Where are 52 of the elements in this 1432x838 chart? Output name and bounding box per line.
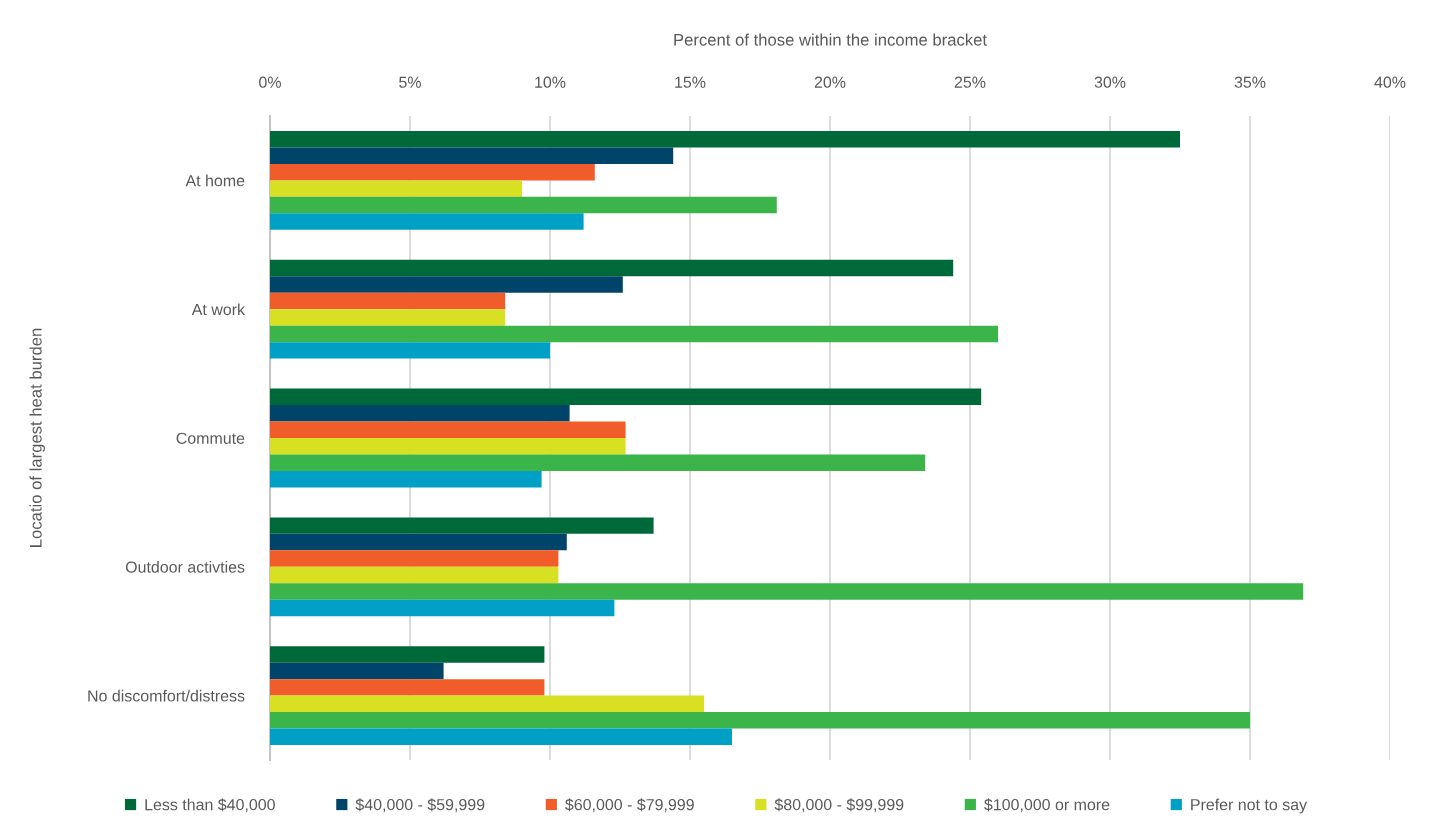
bar [270,213,584,230]
bar [270,679,545,696]
bar [270,180,522,197]
bar [270,421,626,438]
x-tick-label: 0% [259,76,281,88]
bar [270,309,506,326]
x-tick-label: 20% [814,76,846,88]
bar [270,276,623,293]
bar [270,259,954,277]
x-tick-label: 5% [399,76,421,88]
y-tick-label: At work [191,303,246,316]
bar [270,599,615,617]
x-tick-label: 35% [1234,76,1266,88]
bar [270,325,998,343]
bar [270,517,654,534]
x-tick-label: 30% [1094,76,1126,88]
bar [270,662,444,680]
legend-label: $40,000 - $59,999 [355,798,485,813]
bar [270,438,626,455]
bar [270,454,926,471]
bar [270,533,567,551]
y-tick-label: Outdoor activties [125,561,245,573]
legend-label: Less than $40,000 [145,798,275,813]
bar [270,728,732,745]
y-tick-label: At home [185,174,245,187]
legend-label: $60,000 - $79,999 [565,798,694,813]
bar [270,131,1180,148]
legend-label: $80,000 - $99,999 [774,798,904,813]
y-axis-title: Locatio of largest heat burden [29,328,45,547]
bar [270,147,674,164]
bar [270,196,777,214]
x-tick-label: 15% [675,76,706,88]
legend-label: Prefer not to say [1191,798,1308,814]
bar [270,583,1304,600]
bar [270,550,559,567]
x-axis-title: Percent of those within the income bracket [674,33,987,46]
bar [270,405,570,422]
bar [270,695,704,713]
y-tick-label: Commute [176,432,245,444]
x-tick-label: 10% [535,76,566,88]
bar [270,566,559,584]
legend-label: $100,000 or more [984,798,1110,813]
x-tick-label: 40% [1374,76,1406,88]
bar [270,342,550,359]
bar [270,292,506,310]
bar [270,388,982,406]
bar [270,163,595,181]
y-tick-label: No discomfort/distress [88,689,245,702]
x-tick-label: 25% [954,76,986,88]
bar [270,470,542,488]
bar [270,712,1250,729]
bar [270,646,545,663]
